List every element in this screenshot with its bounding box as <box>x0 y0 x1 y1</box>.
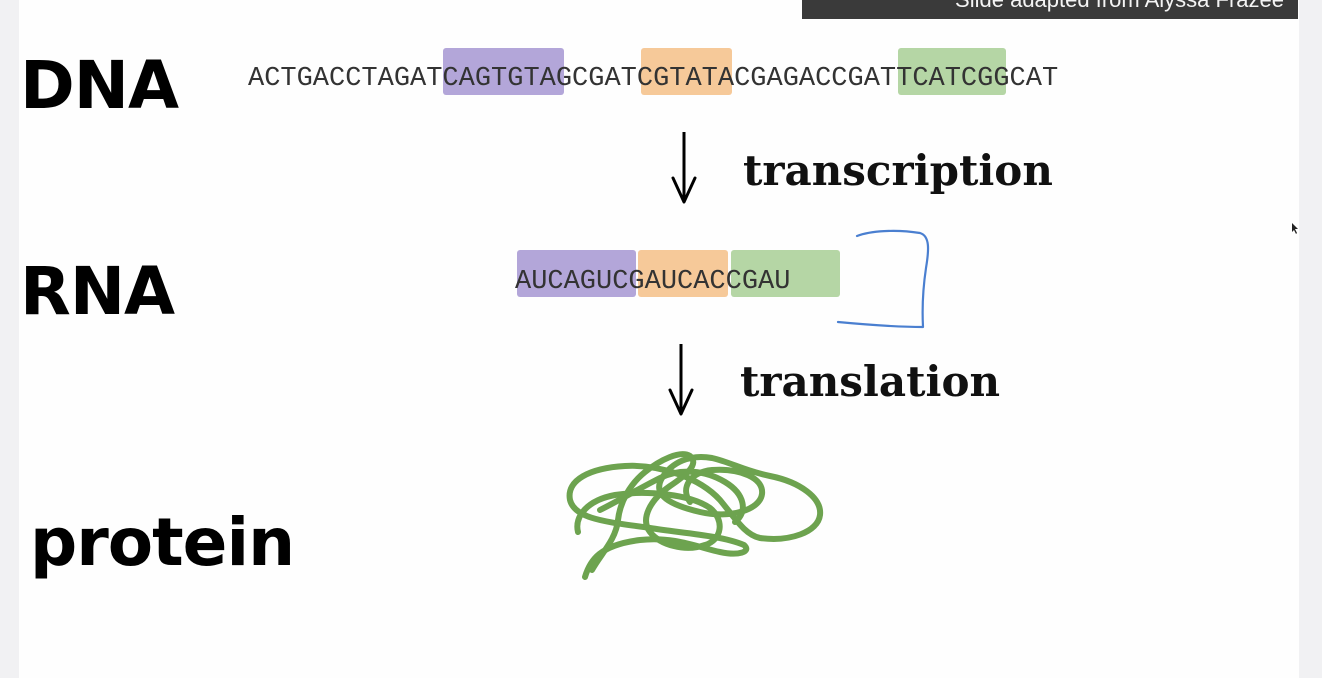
annotation-bracket <box>836 229 930 329</box>
dna-label: DNA <box>20 47 179 124</box>
translation-label: translation <box>740 357 1000 406</box>
rna-highlight-purple <box>517 250 636 297</box>
protein-squiggle <box>566 451 824 580</box>
down-arrow-icon <box>671 132 697 204</box>
dna-segment-orange: GATC <box>588 64 654 94</box>
dna-highlight-orange <box>641 48 732 95</box>
dna-segment: TAGC <box>523 64 589 94</box>
cursor-icon <box>1292 223 1298 234</box>
rna-highlight-orange <box>638 250 728 297</box>
dna-segment: ACTGACCTAG <box>248 64 411 94</box>
protein-label: protein <box>30 504 295 581</box>
dna-segment-purple: ATCAGTG <box>410 64 524 94</box>
rna-highlight-green <box>731 250 840 297</box>
dna-segment: TCATCGGCAT <box>896 64 1059 94</box>
rna-segment-orange: CGAUC <box>612 267 694 297</box>
down-arrow-icon <box>668 344 694 416</box>
dna-sequence: ACTGACCTAGATCAGTGTAGCGATCGTATACGAGACCGAT… <box>248 63 1058 95</box>
rna-sequence: AUCAGUCGAUCACCGAU <box>515 266 790 298</box>
dna-segment-green: ACCGAT <box>798 64 897 94</box>
slide-credit: Slide adapted from Alyssa Frazee <box>802 0 1298 19</box>
dna-highlight-purple <box>443 48 564 95</box>
dna-segment: GTATACGAG <box>653 64 799 94</box>
rna-segment-green: ACCGAU <box>693 267 791 297</box>
dna-highlight-green <box>898 48 1006 95</box>
transcription-label: transcription <box>743 146 1053 195</box>
slide <box>19 0 1299 678</box>
rna-label: RNA <box>20 253 175 330</box>
rna-segment-purple: AUCAGU <box>515 267 613 297</box>
